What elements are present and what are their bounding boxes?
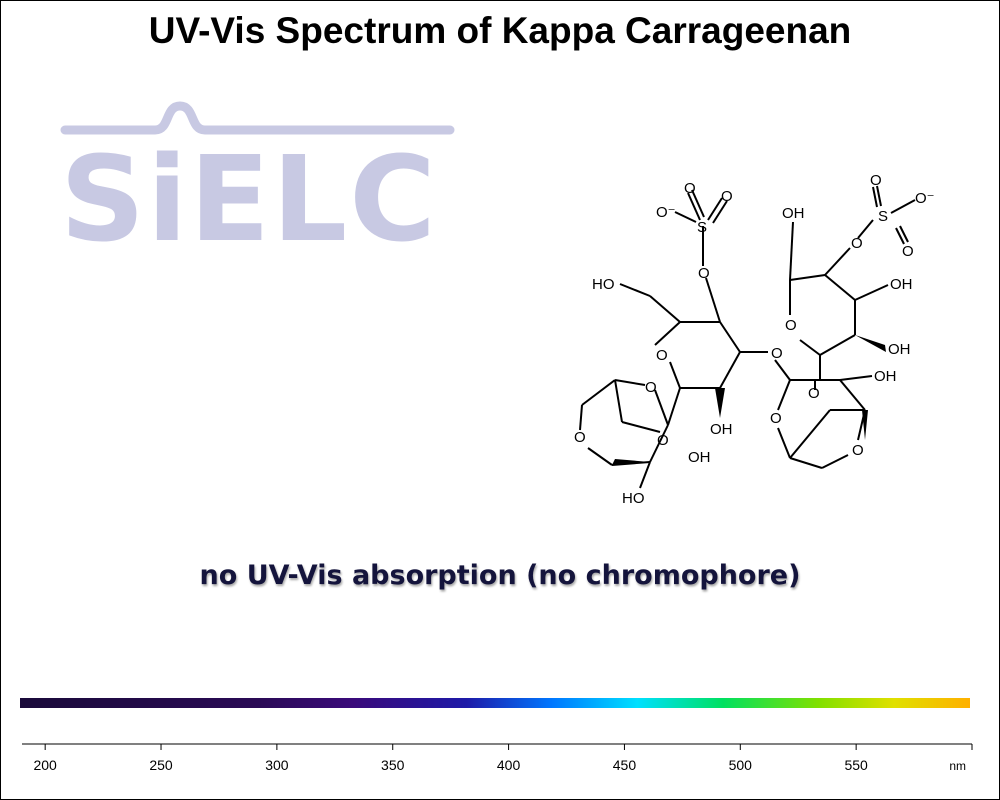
oh-label-ring2-b: OH — [888, 341, 911, 358]
svg-text:S: S — [878, 208, 888, 225]
svg-text:O: O — [574, 429, 586, 446]
x-tick-label-500: 500 — [729, 757, 753, 773]
svg-text:O: O — [721, 188, 733, 205]
oh-label-ring2-a: OH — [890, 276, 913, 293]
svg-text:O: O — [698, 265, 710, 282]
svg-text:O: O — [852, 442, 864, 459]
sielc-logo: SiELC — [60, 130, 438, 268]
x-tick-label-250: 250 — [149, 757, 173, 773]
svg-text:O: O — [851, 235, 863, 252]
svg-text:O: O — [657, 432, 669, 449]
visible-spectrum-bar — [20, 698, 970, 708]
svg-text:O: O — [645, 379, 657, 396]
oh-label-top: OH — [782, 205, 805, 222]
svg-text:O: O — [684, 180, 696, 197]
oh-label-bicyclic-left: OH — [688, 449, 711, 466]
x-axis-unit-label: nm — [949, 759, 966, 773]
x-tick-label-350: 350 — [381, 757, 405, 773]
x-tick-label-550: 550 — [844, 757, 868, 773]
svg-text:O: O — [870, 172, 882, 189]
sielc-logo-swoosh — [60, 101, 455, 135]
ho-label-left: HO — [592, 276, 615, 293]
svg-text:O: O — [902, 243, 914, 260]
svg-text:S: S — [697, 219, 707, 236]
o-minus-label-1: O⁻ — [656, 204, 676, 221]
svg-text:O: O — [785, 317, 797, 334]
ho-label-bottom: HO — [622, 490, 645, 507]
svg-text:O: O — [770, 410, 782, 427]
x-tick-label-300: 300 — [265, 757, 289, 773]
x-tick-label-400: 400 — [497, 757, 521, 773]
svg-text:O: O — [808, 385, 820, 402]
chart-title: UV-Vis Spectrum of Kappa Carrageenan — [148, 10, 852, 51]
x-tick-label-200: 200 — [33, 757, 57, 773]
svg-text:O: O — [656, 347, 668, 364]
svg-text:O: O — [771, 345, 783, 362]
x-axis: nm 200 250 300 350 400 450 500 550 — [22, 743, 973, 773]
x-tick-label-450: 450 — [613, 757, 637, 773]
kappa-carrageenan-structure: S S O O O O O O O O O O O O O O O O⁻ O⁻ … — [574, 172, 935, 507]
no-absorption-annotation: no UV-Vis absorption (no chromophore) — [199, 560, 801, 591]
o-minus-label-2: O⁻ — [915, 190, 935, 207]
oh-label-ring1-bottom: OH — [710, 421, 733, 438]
oh-label-ring2-c: OH — [874, 368, 897, 385]
